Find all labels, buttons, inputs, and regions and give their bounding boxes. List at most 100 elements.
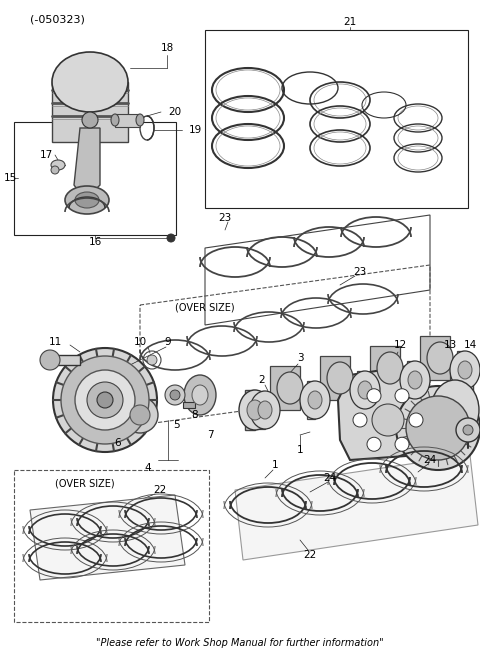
Ellipse shape	[353, 413, 367, 427]
Text: 16: 16	[88, 237, 102, 247]
Ellipse shape	[372, 404, 404, 436]
Bar	[205, 30, 468, 208]
Ellipse shape	[52, 52, 128, 112]
Ellipse shape	[65, 186, 109, 214]
Bar	[455, 380, 473, 440]
Ellipse shape	[308, 391, 322, 409]
Text: 3: 3	[297, 353, 303, 363]
Ellipse shape	[192, 385, 208, 405]
Ellipse shape	[239, 390, 271, 430]
Ellipse shape	[427, 342, 453, 374]
Bar	[457, 351, 465, 389]
Ellipse shape	[400, 361, 430, 399]
Ellipse shape	[111, 114, 119, 126]
Bar	[357, 371, 365, 409]
Ellipse shape	[122, 397, 158, 433]
Ellipse shape	[395, 389, 409, 403]
Ellipse shape	[130, 405, 150, 425]
Text: 6: 6	[115, 438, 121, 448]
Polygon shape	[338, 365, 425, 460]
Ellipse shape	[406, 396, 470, 460]
Bar	[183, 402, 195, 408]
Ellipse shape	[396, 386, 480, 470]
Ellipse shape	[75, 192, 99, 208]
Bar	[50, 355, 80, 365]
Ellipse shape	[408, 371, 422, 389]
Ellipse shape	[458, 361, 472, 379]
Ellipse shape	[431, 380, 479, 440]
Ellipse shape	[327, 362, 353, 394]
Ellipse shape	[51, 160, 65, 170]
Ellipse shape	[53, 348, 157, 452]
Text: "Please refer to Work Shop Manual for further information": "Please refer to Work Shop Manual for fu…	[96, 638, 384, 648]
Bar	[420, 336, 450, 380]
Text: 7: 7	[207, 430, 213, 440]
Bar	[245, 390, 255, 430]
Ellipse shape	[40, 350, 60, 370]
Text: (OVER SIZE): (OVER SIZE)	[175, 303, 235, 313]
Ellipse shape	[97, 392, 113, 408]
Ellipse shape	[377, 352, 403, 384]
Ellipse shape	[147, 355, 157, 365]
Text: 23: 23	[218, 213, 231, 223]
Ellipse shape	[409, 413, 423, 427]
Ellipse shape	[258, 401, 272, 419]
Text: 24: 24	[324, 473, 336, 483]
Ellipse shape	[250, 391, 280, 429]
Ellipse shape	[277, 372, 303, 404]
Text: 24: 24	[423, 455, 437, 465]
Text: 15: 15	[3, 173, 17, 183]
Text: 23: 23	[353, 267, 367, 277]
Text: 20: 20	[168, 107, 181, 117]
Ellipse shape	[82, 112, 98, 128]
Text: 8: 8	[192, 410, 198, 420]
Text: 18: 18	[160, 43, 174, 53]
Text: 10: 10	[133, 337, 146, 347]
Text: 22: 22	[154, 485, 167, 495]
Bar	[407, 361, 415, 399]
Text: 11: 11	[48, 337, 61, 347]
Text: 5: 5	[174, 420, 180, 430]
Ellipse shape	[51, 166, 59, 174]
Ellipse shape	[456, 418, 480, 442]
Bar	[370, 346, 400, 390]
Ellipse shape	[300, 381, 330, 419]
Ellipse shape	[167, 234, 175, 242]
Ellipse shape	[247, 400, 263, 420]
Ellipse shape	[367, 389, 381, 403]
Bar	[14, 470, 209, 622]
Ellipse shape	[395, 438, 409, 451]
Polygon shape	[74, 128, 100, 200]
Text: 21: 21	[343, 17, 357, 27]
Polygon shape	[235, 455, 478, 560]
Ellipse shape	[61, 356, 149, 444]
Text: 13: 13	[444, 340, 456, 350]
Text: 22: 22	[303, 550, 317, 560]
Text: 12: 12	[394, 340, 407, 350]
Ellipse shape	[75, 370, 135, 430]
Text: 9: 9	[165, 337, 171, 347]
Bar	[257, 391, 265, 429]
Ellipse shape	[170, 390, 180, 400]
Ellipse shape	[184, 375, 216, 415]
Ellipse shape	[367, 438, 381, 451]
Ellipse shape	[463, 425, 473, 435]
Text: 4: 4	[144, 463, 151, 473]
Bar	[320, 356, 350, 400]
Ellipse shape	[87, 382, 123, 418]
Text: 1: 1	[272, 460, 278, 470]
Polygon shape	[30, 495, 185, 580]
Bar	[270, 366, 300, 410]
Text: 2: 2	[259, 375, 265, 385]
Ellipse shape	[350, 371, 380, 409]
Bar	[307, 381, 315, 419]
Ellipse shape	[136, 114, 144, 126]
Text: 1: 1	[297, 445, 303, 455]
Text: 14: 14	[463, 340, 477, 350]
Text: (-050323): (-050323)	[30, 14, 85, 24]
Ellipse shape	[358, 381, 372, 399]
Ellipse shape	[165, 385, 185, 405]
Bar	[52, 82, 128, 142]
Text: 17: 17	[39, 150, 53, 160]
Bar	[14, 122, 176, 235]
